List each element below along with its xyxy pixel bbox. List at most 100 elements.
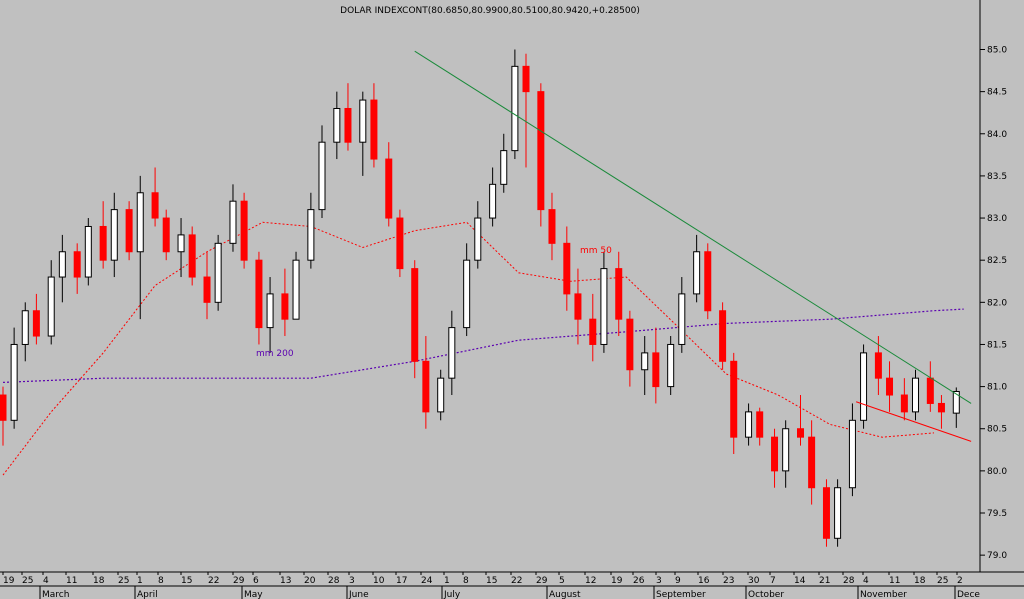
y-tick-label: 83.0: [987, 214, 1007, 224]
candle-body: [125, 209, 133, 253]
candle-body: [860, 352, 868, 421]
candle-body: [511, 65, 519, 152]
candle-body: [437, 377, 445, 413]
candle-body: [600, 268, 608, 345]
candle-body: [704, 251, 712, 312]
month-label: August: [549, 590, 581, 599]
y-tick-label: 80.5: [987, 425, 1007, 435]
candle-body: [318, 141, 326, 211]
candle-body: [229, 200, 237, 244]
candle-body: [937, 402, 945, 413]
y-axis: 85.0 84.5 84.0 83.5 83.0 82.5 82.0 81.5 81.0 80.5…: [979, 0, 1007, 572]
x-tick-label: 3: [656, 576, 662, 586]
x-tick-label: 1: [137, 576, 143, 586]
x-tick-label: 5: [559, 576, 565, 586]
y-tick-label: 83.5: [987, 172, 1007, 182]
candle-body: [615, 268, 623, 320]
candles: [0, 49, 960, 547]
candle-body: [214, 242, 222, 303]
candle-body: [652, 352, 660, 388]
candle-body: [874, 352, 882, 379]
x-tick-label: 2: [957, 576, 963, 586]
candle-body: [563, 242, 571, 295]
candle-body: [756, 411, 764, 438]
candle-body: [99, 225, 107, 261]
y-tick-label: 84.0: [987, 130, 1007, 140]
month-label: October: [748, 590, 784, 599]
x-tick-label: 20: [304, 576, 316, 586]
trendlines: [414, 50, 972, 442]
candle-body: [292, 259, 300, 320]
candle-body: [641, 352, 649, 371]
x-tick-label: 6: [253, 576, 259, 586]
candle-body: [177, 234, 185, 253]
x-tick-label: 19: [611, 576, 623, 586]
candle-body: [281, 293, 289, 320]
moving-averages: [2, 221, 964, 476]
candle-body: [834, 487, 842, 539]
candle-body: [84, 225, 92, 278]
x-tick-label: 7: [770, 576, 776, 586]
candle-body: [886, 377, 894, 396]
x-tick-label: 28: [328, 576, 340, 586]
x-tick-label: 29: [536, 576, 548, 586]
candle-body: [667, 343, 675, 388]
candle-body: [574, 293, 582, 320]
candle-body: [900, 394, 908, 413]
candle-body: [110, 209, 118, 261]
x-tick-label: 22: [208, 576, 219, 586]
candle-body: [203, 276, 211, 303]
x-tick-label: 25: [937, 576, 948, 586]
candle-body: [136, 192, 144, 253]
candle-body: [266, 293, 274, 329]
x-tick-label: 12: [585, 576, 596, 586]
x-tick-label: 15: [181, 576, 192, 586]
y-tick-label: 81.0: [987, 383, 1007, 393]
candle-body: [411, 268, 419, 362]
candle-body: [188, 234, 196, 278]
candle-body: [693, 251, 701, 295]
x-tick-label: 4: [863, 576, 869, 586]
candle-body: [73, 251, 81, 278]
candle-body: [782, 428, 790, 472]
annotations: mm 50 mm 200: [256, 246, 612, 359]
candle-body: [822, 487, 830, 539]
candle-body: [255, 259, 263, 329]
x-tick-label: 30: [748, 576, 760, 586]
x-tick-label: 21: [819, 576, 830, 586]
candle-body: [848, 419, 856, 489]
x-tick-label: 25: [22, 576, 33, 586]
x-tick-label: 19: [3, 576, 15, 586]
candle-body: [626, 318, 634, 371]
month-label: September: [656, 590, 706, 599]
x-tick-label: 11: [66, 576, 77, 586]
y-tick-label: 85.0: [987, 45, 1007, 55]
x-tick-label: 28: [843, 576, 855, 586]
candle-body: [730, 360, 738, 438]
candle-body: [58, 251, 66, 278]
x-tick-label: 1: [444, 576, 450, 586]
candle-body: [522, 65, 530, 93]
month-label: March: [42, 590, 69, 599]
x-tick-label: 29: [233, 576, 245, 586]
x-tick-label: 9: [675, 576, 681, 586]
x-tick-label: 8: [158, 576, 164, 586]
candle-body: [240, 200, 248, 261]
y-tick-label: 84.5: [987, 88, 1007, 98]
x-axis: 19 25 4 11 18 25 1 8 15 22 29 6 13 20 28 3 10 17 24 1 8 15 22 2…: [0, 571, 1024, 599]
candle-body: [307, 209, 315, 261]
chart-title: DOLAR INDEXCONT(80.6850,80.9900,80.5100,…: [340, 6, 640, 16]
candle-body: [719, 310, 727, 362]
candle-body: [448, 327, 456, 379]
x-tick-label: 26: [633, 576, 645, 586]
candle-body: [926, 377, 934, 404]
candle-body: [911, 377, 919, 413]
candle-body: [10, 343, 18, 421]
candle-body: [344, 107, 352, 143]
candle-body: [0, 394, 7, 421]
x-tick-label: 25: [118, 576, 129, 586]
candle-body: [162, 217, 170, 253]
x-tick-label: 18: [93, 576, 105, 586]
month-label: November: [860, 590, 907, 599]
